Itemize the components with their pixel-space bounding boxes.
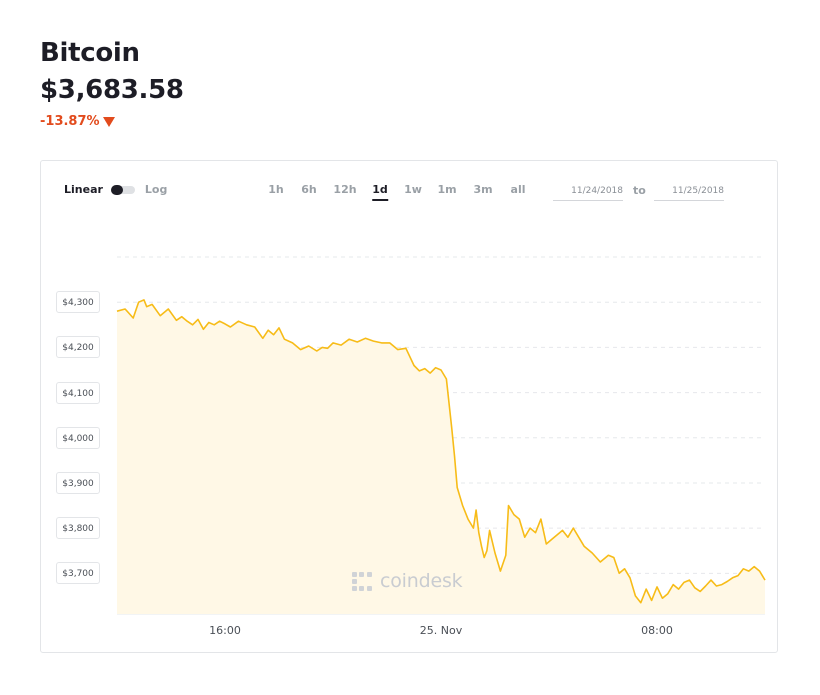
price-change-value: -13.87% bbox=[40, 114, 100, 129]
x-tick-label: 08:00 bbox=[641, 624, 673, 637]
y-tick-label: $4,200 bbox=[56, 336, 100, 359]
scale-log-label[interactable]: Log bbox=[144, 183, 168, 196]
range-1w[interactable]: 1w bbox=[404, 183, 422, 196]
asset-price: $3,683.58 bbox=[40, 75, 184, 105]
range-1h[interactable]: 1h bbox=[268, 183, 284, 196]
date-to-label: to bbox=[633, 184, 646, 197]
x-tick-label: 25. Nov bbox=[420, 624, 463, 637]
range-6h[interactable]: 6h bbox=[301, 183, 317, 196]
range-selector: 1h 6h 12h 1d 1w 1m 3m all bbox=[0, 183, 820, 203]
range-12h[interactable]: 12h bbox=[333, 183, 357, 196]
range-3m[interactable]: 3m bbox=[473, 183, 493, 196]
date-to-input[interactable]: 11/25/2018 bbox=[654, 186, 724, 201]
coindesk-watermark: coindesk bbox=[352, 570, 463, 592]
range-1m[interactable]: 1m bbox=[437, 183, 457, 196]
y-tick-label: $4,300 bbox=[56, 291, 100, 314]
x-tick-label: 16:00 bbox=[209, 624, 241, 637]
scale-toggle-group: Linear Log bbox=[64, 183, 167, 196]
price-line bbox=[116, 299, 766, 604]
y-tick-label: $3,900 bbox=[56, 471, 100, 494]
price-change: -13.87% bbox=[40, 114, 115, 129]
date-from-input[interactable]: 11/24/2018 bbox=[553, 186, 623, 201]
down-arrow-icon bbox=[102, 116, 115, 127]
scale-toggle-switch[interactable] bbox=[110, 184, 135, 195]
y-tick-label: $4,000 bbox=[56, 426, 100, 449]
y-tick-label: $4,100 bbox=[56, 381, 100, 404]
asset-title: Bitcoin bbox=[40, 38, 140, 68]
range-all[interactable]: all bbox=[510, 183, 526, 196]
toggle-knob bbox=[110, 184, 123, 195]
y-tick-label: $3,800 bbox=[56, 517, 100, 540]
range-1d[interactable]: 1d bbox=[372, 183, 388, 201]
coindesk-logo-icon bbox=[352, 572, 372, 591]
x-axis-labels: 16:00 25. Nov 08:00 bbox=[209, 624, 673, 637]
price-area-fill bbox=[117, 299, 765, 614]
scale-linear-label[interactable]: Linear bbox=[64, 183, 103, 196]
watermark-text: coindesk bbox=[380, 570, 463, 592]
y-tick-label: $3,700 bbox=[56, 562, 100, 585]
